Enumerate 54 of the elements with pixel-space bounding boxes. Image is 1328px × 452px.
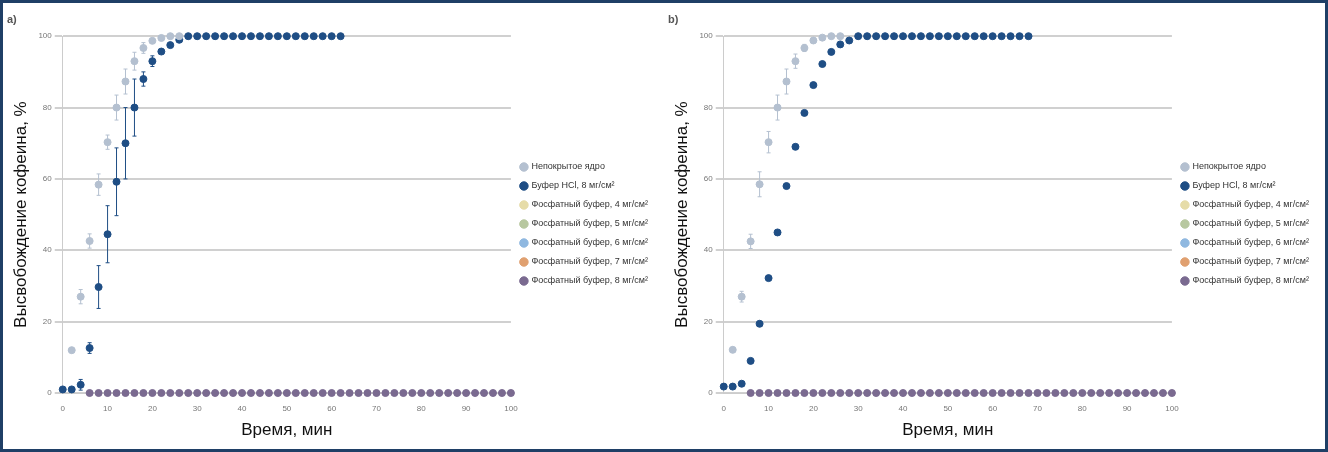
y-tick-label: 20 [703, 316, 714, 326]
legend-label: Фосфатный буфер, 8 мг/см² [531, 275, 649, 286]
legend-label: Фосфатный буфер, 5 мг/см² [1192, 218, 1310, 229]
y-axis-title: Высвобождение кофеина, % [671, 101, 691, 328]
x-tick-label: 20 [147, 404, 158, 413]
legend-label: Фосфатный буфер, 4 мг/см² [1192, 199, 1310, 210]
legend-label: Фосфатный буфер, 6 мг/см² [531, 237, 649, 248]
legend-label: Фосфатный буфер, 6 мг/см² [1192, 237, 1310, 248]
chart-title: b) [668, 12, 679, 25]
x-tick-label: 50 [282, 404, 292, 413]
y-tick-label: 60 [42, 174, 53, 184]
y-tick-label: 80 [42, 102, 53, 112]
x-tick-label: 30 [192, 404, 203, 413]
legend-label: Буфер HCl, 8 мг/см² [531, 180, 615, 191]
legend-label: Непокрытое ядро [531, 161, 605, 172]
y-tick-label: 60 [703, 174, 714, 184]
legend-label: Непокрытое ядро [1192, 161, 1266, 172]
x-tick-label: 90 [461, 404, 472, 413]
x-axis-title: Время, мин [902, 420, 994, 440]
legend-label: Фосфатный буфер, 5 мг/см² [531, 218, 649, 229]
x-tick-label: 100 [504, 404, 519, 413]
x-tick-label: 40 [237, 404, 248, 413]
y-tick-label: 20 [42, 316, 53, 326]
x-tick-label: 90 [1122, 404, 1133, 413]
x-tick-label: 50 [943, 404, 953, 413]
x-tick-label: 100 [1165, 404, 1180, 413]
y-tick-label: 40 [42, 245, 53, 255]
x-tick-label: 0 [60, 404, 66, 413]
x-tick-label: 20 [808, 404, 819, 413]
x-tick-label: 70 [372, 404, 382, 413]
x-tick-label: 0 [721, 404, 727, 413]
x-axis-title: Время, мин [241, 420, 333, 440]
y-tick-label: 40 [703, 245, 714, 255]
x-tick-label: 60 [327, 404, 337, 413]
y-tick-label: 0 [708, 388, 714, 398]
x-tick-label: 60 [988, 404, 998, 413]
legend-label: Фосфатный буфер, 8 мг/см² [1192, 275, 1310, 286]
legend-label: Фосфатный буфер, 7 мг/см² [1192, 256, 1310, 267]
legend-label: Фосфатный буфер, 7 мг/см² [531, 256, 649, 267]
legend-label: Буфер HCl, 8 мг/см² [1192, 180, 1276, 191]
x-tick-label: 10 [103, 404, 113, 413]
x-tick-label: 10 [764, 404, 774, 413]
y-tick-label: 80 [703, 102, 714, 112]
y-tick-label: 100 [38, 31, 53, 41]
chart-title: a) [7, 12, 18, 25]
y-tick-label: 0 [47, 388, 53, 398]
legend-label: Фосфатный буфер, 4 мг/см² [531, 199, 649, 210]
x-tick-label: 40 [898, 404, 909, 413]
y-axis-title: Высвобождение кофеина, % [10, 101, 30, 328]
x-tick-label: 70 [1033, 404, 1043, 413]
y-tick-label: 100 [699, 31, 714, 41]
x-tick-label: 80 [1077, 404, 1088, 413]
x-tick-label: 30 [853, 404, 864, 413]
x-tick-label: 80 [416, 404, 427, 413]
